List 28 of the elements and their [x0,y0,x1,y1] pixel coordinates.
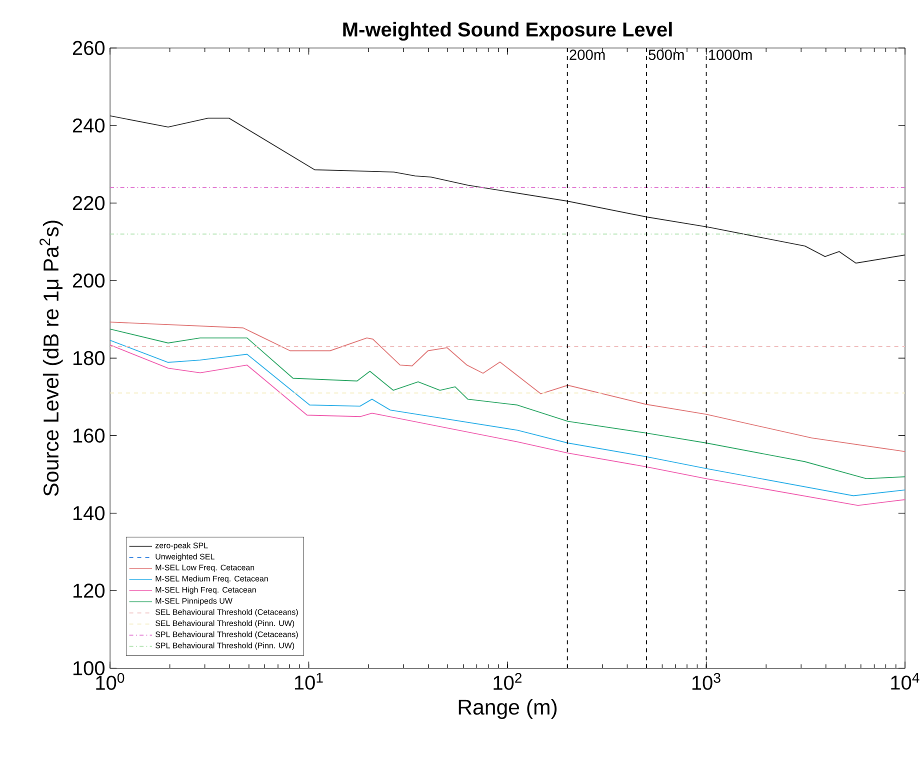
legend-label: Unweighted SEL [156,553,214,561]
legend-label: SEL Behavioural Threshold (Pinn. UW) [155,620,294,628]
y-tick-label: 180 [73,350,105,366]
chart-title: M-weighted Sound Exposure Level [343,22,672,41]
legend-label: zero-peak SPL [155,542,208,550]
legend-label: SEL Behavioural Threshold (Cetaceans) [155,608,298,616]
legend-label: M-SEL Medium Freq. Cetacean [156,575,268,583]
legend-label: SPL Behavioural Threshold (Cetaceans) [155,631,298,639]
ref-line-label: 200m [570,49,605,60]
y-tick-label: 220 [72,196,105,210]
y-tick-label: 120 [73,583,105,598]
x-tick-label: 10$^{1}$ [294,672,323,690]
ref-line-label: 500m [648,49,684,60]
y-axis-title: Source Level (dB re 1μ Pa$^{2}$s) [40,220,63,496]
y-tick-label: 140 [73,506,105,520]
x-axis-title: Range (m) [458,698,557,719]
y-tick-label: 200 [72,273,105,288]
legend-label: M-SEL Low Freq. Cetacean [156,564,254,572]
x-tick-label: 10$^{4}$ [891,672,920,690]
y-tick-label: 160 [73,428,105,443]
ref-line-label: 1000m [708,49,752,60]
y-tick-label: 240 [72,118,105,132]
y-tick-label: 260 [72,40,105,55]
x-tick-label: 10$^{2}$ [494,672,522,690]
legend-label: M-SEL High Freq. Cetacean [156,586,256,594]
legend-label: SPL Behavioural Threshold (Pinn. UW) [155,642,294,650]
legend-label: M-SEL Pinnipeds UW [156,598,232,606]
x-tick-label: 10$^{3}$ [692,672,720,690]
